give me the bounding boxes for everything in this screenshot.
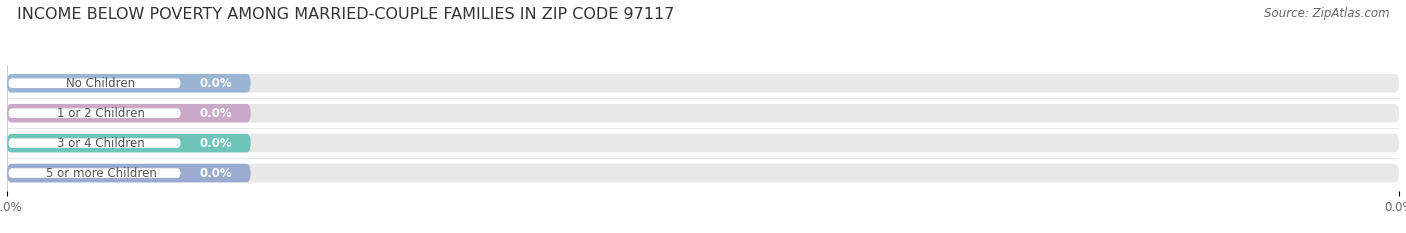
Text: 0.0%: 0.0% bbox=[200, 137, 232, 150]
Text: 0.0%: 0.0% bbox=[200, 77, 232, 90]
Text: 5 or more Children: 5 or more Children bbox=[45, 167, 156, 180]
Text: 0.0%: 0.0% bbox=[200, 167, 232, 180]
FancyBboxPatch shape bbox=[8, 168, 181, 178]
Text: Source: ZipAtlas.com: Source: ZipAtlas.com bbox=[1264, 7, 1389, 20]
FancyBboxPatch shape bbox=[7, 104, 250, 123]
FancyBboxPatch shape bbox=[7, 74, 250, 93]
Text: 3 or 4 Children: 3 or 4 Children bbox=[58, 137, 145, 150]
FancyBboxPatch shape bbox=[7, 104, 1399, 123]
FancyBboxPatch shape bbox=[8, 79, 181, 88]
FancyBboxPatch shape bbox=[7, 134, 1399, 152]
FancyBboxPatch shape bbox=[7, 134, 250, 152]
FancyBboxPatch shape bbox=[7, 164, 250, 182]
Text: 0.0%: 0.0% bbox=[200, 107, 232, 120]
FancyBboxPatch shape bbox=[8, 138, 181, 148]
Text: INCOME BELOW POVERTY AMONG MARRIED-COUPLE FAMILIES IN ZIP CODE 97117: INCOME BELOW POVERTY AMONG MARRIED-COUPL… bbox=[17, 7, 675, 22]
FancyBboxPatch shape bbox=[8, 108, 181, 118]
Text: 1 or 2 Children: 1 or 2 Children bbox=[58, 107, 145, 120]
FancyBboxPatch shape bbox=[7, 74, 1399, 93]
FancyBboxPatch shape bbox=[7, 164, 1399, 182]
Text: No Children: No Children bbox=[66, 77, 135, 90]
